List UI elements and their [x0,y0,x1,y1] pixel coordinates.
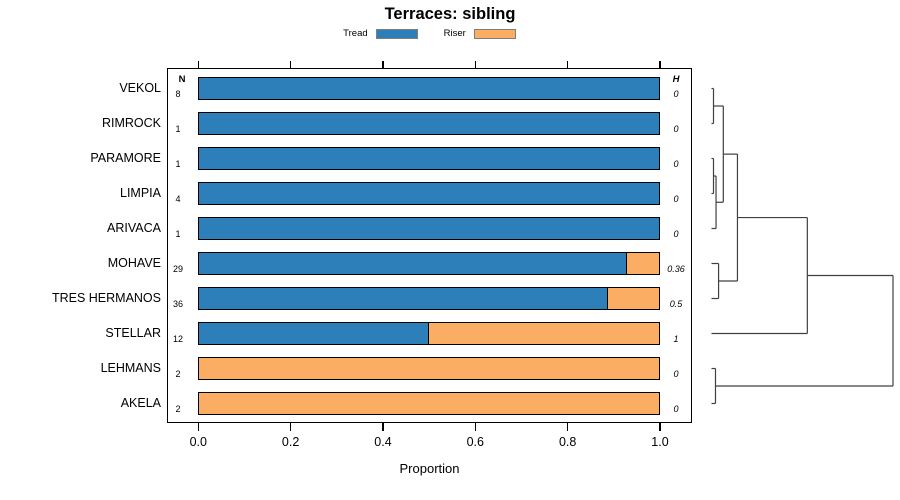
plot-area [167,68,692,423]
h-value: 0 [673,404,679,414]
h-value: 0 [673,89,679,99]
x-tick-label: 0.8 [558,435,577,449]
x-tick-bottom [197,423,199,431]
n-value: 4 [175,194,181,204]
n-value: 1 [175,159,181,169]
h-value: 0 [673,369,679,379]
x-tick-label: 1.0 [651,435,669,449]
legend-swatch [473,28,516,39]
bar-row [198,287,660,310]
bar-segment-tread [199,288,608,309]
n-value: 8 [175,89,181,99]
bar-row [198,217,660,240]
y-axis-label: LIMPIA [120,186,161,200]
legend-label: Riser [443,28,466,39]
y-axis-label: VEKOL [119,81,161,95]
n-column-header: N [178,74,186,85]
x-tick-top [659,61,661,68]
x-tick-label: 0.0 [189,435,207,449]
y-axis-label: TRES HERMANOS [51,291,161,305]
x-axis-label: Proportion [399,461,460,476]
bar-row [198,77,660,100]
bar-segment-tread [199,113,659,134]
x-tick-label: 0.2 [281,435,300,449]
bar-segment-tread [199,218,659,239]
bar-row [198,357,660,380]
h-value: 0.5 [669,299,683,309]
bar-segment-riser [199,393,659,414]
h-value: 1 [673,334,679,344]
bar-segment-riser [429,323,659,344]
bar-row [198,392,660,415]
x-tick-top [474,61,476,68]
x-tick-label: 0.6 [466,435,484,449]
y-axis-label: LEHMANS [100,361,161,375]
n-value: 2 [175,369,181,379]
y-axis-label: PARAMORE [90,151,161,165]
n-value: 36 [172,299,183,309]
bar-segment-riser [199,358,659,379]
n-value: 1 [175,124,181,134]
bar-row [198,182,660,205]
bar-segment-riser [627,253,659,274]
bar-segment-riser [607,288,659,309]
bar-row [198,147,660,170]
x-tick-bottom [474,423,476,431]
x-tick-top [289,61,292,68]
y-axis-label: MOHAVE [107,256,161,270]
n-value: 29 [172,264,183,274]
x-tick-bottom [382,423,384,431]
bar-segment-tread [199,183,659,204]
h-value: 0 [673,229,679,239]
y-axis-label: RIMROCK [101,116,161,130]
bar-row [198,252,660,275]
chart-title: Terraces: sibling [384,5,516,23]
h-value: 0 [673,194,679,204]
n-value: 2 [175,404,181,414]
x-tick-top [197,61,199,68]
x-tick-bottom [567,423,569,431]
legend-item: Tread [343,28,418,39]
y-axis-label: AKELA [120,396,161,410]
h-value: 0 [673,124,679,134]
legend-label: Tread [343,28,368,39]
y-axis-label: ARIVACA [107,221,161,235]
legend-item: Riser [444,28,516,39]
x-tick-label: 0.4 [374,435,392,449]
y-axis-label: STELLAR [105,326,161,340]
legend: Tread Riser [167,26,692,41]
bar-segment-tread [199,148,659,169]
bar-row [198,322,660,345]
n-value: 12 [172,334,183,344]
h-value: 0 [673,159,679,169]
h-column-header: H [672,74,680,85]
bar-segment-tread [199,253,628,274]
bar-segment-tread [199,78,659,99]
bar-segment-tread [199,323,430,344]
h-value: 0.36 [667,264,685,274]
bar-row [198,112,660,135]
x-tick-bottom [289,423,292,431]
x-tick-top [382,61,384,68]
x-tick-bottom [659,423,661,431]
legend-swatch [375,28,418,39]
n-value: 1 [175,229,181,239]
x-tick-top [567,61,569,68]
